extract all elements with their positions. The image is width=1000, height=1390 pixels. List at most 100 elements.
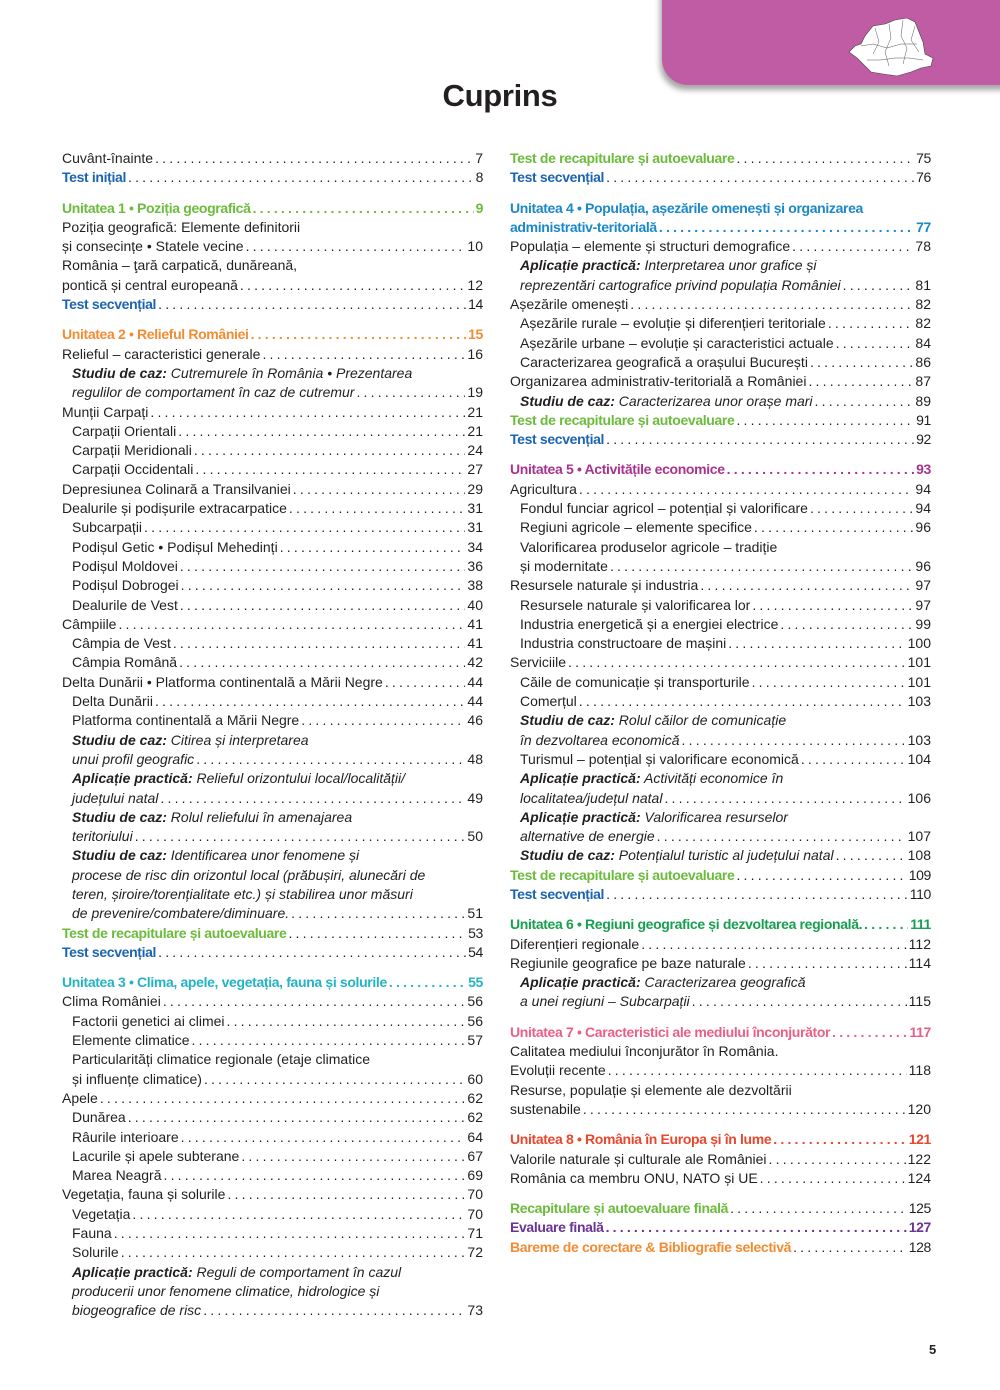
toc-entry[interactable]: Câmpia Română 42	[62, 653, 483, 672]
toc-entry[interactable]: Depresiunea Colinară a Transilvaniei 29	[62, 480, 483, 499]
toc-entry[interactable]: Resursele naturale și valorificarea lor 9…	[510, 596, 931, 615]
toc-entry-last-line: Dealurile și podișurile extracarpatice 31	[62, 499, 483, 518]
toc-entry-line: Aplicație practică: Activități economice…	[520, 769, 931, 788]
toc-entry[interactable]: Industria constructoare de mașini 100	[510, 634, 931, 653]
toc-entry[interactable]: Factorii genetici ai climei 56	[62, 1012, 483, 1031]
toc-entry[interactable]: Caracterizarea geografică a orașului Buc…	[510, 353, 931, 372]
toc-entry[interactable]: Subcarpații 31	[62, 518, 483, 537]
toc-entry[interactable]: Aplicație practică: Valorificarea resurs…	[510, 808, 931, 847]
toc-entry[interactable]: Câmpia de Vest 41	[62, 634, 483, 653]
toc-entry[interactable]: Resursele naturale și industria 97	[510, 576, 931, 595]
toc-entry[interactable]: Așezările urbane – evoluție și caracteri…	[510, 334, 931, 353]
toc-entry[interactable]: Solurile 72	[62, 1243, 483, 1262]
toc-entry[interactable]: Test de recapitulare și autoevaluare 91	[510, 411, 931, 430]
toc-entry[interactable]: Regiunile geografice pe baze naturale 114	[510, 954, 931, 973]
toc-entry[interactable]: Unitatea 4 • Populația, așezările omeneș…	[510, 199, 931, 238]
toc-entry[interactable]: Delta Dunării • Platforma continentală a…	[62, 673, 483, 692]
toc-entry[interactable]: Test secvențial 76	[510, 168, 931, 187]
toc-entry[interactable]: Studiu de caz: Caracterizarea unor orașe…	[510, 392, 931, 411]
toc-entry[interactable]: Unitatea 2 • Relieful României 15	[62, 325, 483, 344]
toc-page-number: 101	[907, 673, 931, 690]
toc-entry[interactable]: Clima României 56	[62, 992, 483, 1011]
toc-entry[interactable]: Comerțul 103	[510, 692, 931, 711]
toc-entry[interactable]: Platforma continentală a Mării Negre 46	[62, 711, 483, 730]
toc-entry[interactable]: Valorile naturale și culturale ale Român…	[510, 1150, 931, 1169]
toc-entry[interactable]: Elemente climatice 57	[62, 1031, 483, 1050]
toc-entry-text: Așezările urbane – evoluție și caracteri…	[520, 334, 834, 351]
toc-entry-title: Depresiunea Colinară a Transilvaniei	[62, 480, 291, 499]
toc-entry[interactable]: Evaluare finală 127	[510, 1218, 931, 1237]
toc-entry[interactable]: Vegetația 70	[62, 1205, 483, 1224]
toc-entry[interactable]: Râurile interioare 64	[62, 1128, 483, 1147]
toc-entry[interactable]: Unitatea 6 • Regiuni geografice și dezvo…	[510, 915, 931, 934]
toc-entry[interactable]: Particularități climatice regionale (eta…	[62, 1050, 483, 1089]
toc-entry[interactable]: Test de recapitulare și autoevaluare 53	[62, 924, 483, 943]
toc-entry-title: Dealurile de Vest	[72, 596, 178, 615]
toc-entry[interactable]: Serviciile 101	[510, 653, 931, 672]
toc-entry[interactable]: Poziția geografică: Elemente definitorii…	[62, 218, 483, 257]
toc-entry[interactable]: Aplicație practică: Interpretarea unor g…	[510, 256, 931, 295]
toc-entry[interactable]: Unitatea 8 • România în Europa și în lum…	[510, 1130, 931, 1149]
toc-entry[interactable]: Așezările omenești 82	[510, 295, 931, 314]
toc-entry[interactable]: Cuvânt-înainte 7	[62, 149, 483, 168]
toc-entry[interactable]: Diferențieri regionale 112	[510, 935, 931, 954]
toc-entry[interactable]: Valorificarea produselor agricole – trad…	[510, 538, 931, 577]
toc-entry[interactable]: Vegetația, fauna și solurile 70	[62, 1185, 483, 1204]
toc-entry[interactable]: Studiu de caz: Identificarea unor fenome…	[62, 846, 483, 923]
toc-entry[interactable]: Test de recapitulare și autoevaluare 75	[510, 149, 931, 168]
toc-entry[interactable]: Regiuni agricole – elemente specifice 96	[510, 518, 931, 537]
toc-entry[interactable]: Marea Neagră 69	[62, 1166, 483, 1185]
toc-entry[interactable]: Unitatea 1 • Poziția geografică 9	[62, 199, 483, 218]
toc-entry[interactable]: Așezările rurale – evoluție și diferenți…	[510, 314, 931, 333]
toc-entry[interactable]: Agricultura 94	[510, 480, 931, 499]
toc-entry[interactable]: Relieful – caracteristici generale 16	[62, 345, 483, 364]
toc-entry[interactable]: Câmpiile 41	[62, 615, 483, 634]
toc-entry[interactable]: Aplicație practică: Reguli de comportame…	[62, 1263, 483, 1321]
toc-entry[interactable]: Carpații Orientali 21	[62, 422, 483, 441]
toc-entry[interactable]: Resurse, populație și elemente ale dezvo…	[510, 1081, 931, 1120]
dot-leader	[639, 935, 906, 954]
toc-entry[interactable]: Organizarea administrativ-teritorială a …	[510, 372, 931, 391]
toc-entry[interactable]: Lacurile și apele subterane 67	[62, 1147, 483, 1166]
toc-entry[interactable]: Aplicație practică: Activități economice…	[510, 769, 931, 808]
toc-entry[interactable]: Studiu de caz: Potențialul turistic al j…	[510, 846, 931, 865]
toc-entry[interactable]: Populația – elemente și structuri demogr…	[510, 237, 931, 256]
toc-entry[interactable]: Studiu de caz: Cutremurele în România • …	[62, 364, 483, 403]
toc-entry[interactable]: Dunărea 62	[62, 1108, 483, 1127]
toc-entry[interactable]: Fauna 71	[62, 1224, 483, 1243]
toc-entry[interactable]: Apele 62	[62, 1089, 483, 1108]
toc-entry[interactable]: Podișul Moldovei 36	[62, 557, 483, 576]
toc-entry[interactable]: Căile de comunicație și transporturile 10…	[510, 673, 931, 692]
toc-entry[interactable]: Fondul funciar agricol – potențial și va…	[510, 499, 931, 518]
toc-entry[interactable]: Podișul Getic • Podișul Mehedinți 34	[62, 538, 483, 557]
toc-entry[interactable]: România ca membru ONU, NATO și UE 124	[510, 1169, 931, 1188]
toc-entry[interactable]: Dealurile de Vest 40	[62, 596, 483, 615]
toc-entry[interactable]: Unitatea 3 • Clima, apele, vegetația, fa…	[62, 973, 483, 992]
toc-entry[interactable]: Test secvențial 14	[62, 295, 483, 314]
toc-entry[interactable]: Test secvențial 110	[510, 885, 931, 904]
toc-entry[interactable]: Unitatea 5 • Activitățile economice 93	[510, 460, 931, 479]
toc-entry-title: Resursele naturale și industria	[510, 576, 698, 595]
toc-entry[interactable]: Turismul – potențial și valorificare eco…	[510, 750, 931, 769]
toc-entry[interactable]: Carpații Meridionali 24	[62, 441, 483, 460]
toc-entry[interactable]: Studiu de caz: Citirea și interpretarea u…	[62, 731, 483, 770]
toc-entry[interactable]: Aplicație practică: Caracterizarea geogr…	[510, 973, 931, 1012]
toc-entry[interactable]: Aplicație practică: Relieful orizontului…	[62, 769, 483, 808]
toc-entry[interactable]: Calitatea mediului înconjurător în Român…	[510, 1042, 931, 1081]
toc-entry[interactable]: Unitatea 7 • Caracteristici ale mediului…	[510, 1023, 931, 1042]
toc-entry[interactable]: Test secvențial 92	[510, 430, 931, 449]
toc-entry[interactable]: Delta Dunării 44	[62, 692, 483, 711]
toc-entry[interactable]: Studiu de caz: Rolul căilor de comunicaț…	[510, 711, 931, 750]
toc-entry[interactable]: Bareme de corectare & Bibliografie selec…	[510, 1238, 931, 1257]
toc-entry[interactable]: Test inițial 8	[62, 168, 483, 187]
toc-entry[interactable]: Studiu de caz: Rolul reliefului în amena…	[62, 808, 483, 847]
toc-entry[interactable]: Carpații Occidentali 27	[62, 460, 483, 479]
toc-entry[interactable]: Recapitulare și autoevaluare finală 125	[510, 1199, 931, 1218]
toc-entry[interactable]: Podișul Dobrogei 38	[62, 576, 483, 595]
toc-entry[interactable]: Munții Carpați 21	[62, 403, 483, 422]
toc-entry[interactable]: Industria energetică și a energiei elect…	[510, 615, 931, 634]
toc-entry[interactable]: Dealurile și podișurile extracarpatice 31	[62, 499, 483, 518]
toc-entry[interactable]: România – ţară carpatică, dunăreană, pont…	[62, 256, 483, 295]
toc-entry[interactable]: Test secvențial 54	[62, 943, 483, 962]
toc-entry[interactable]: Test de recapitulare și autoevaluare 109	[510, 866, 931, 885]
